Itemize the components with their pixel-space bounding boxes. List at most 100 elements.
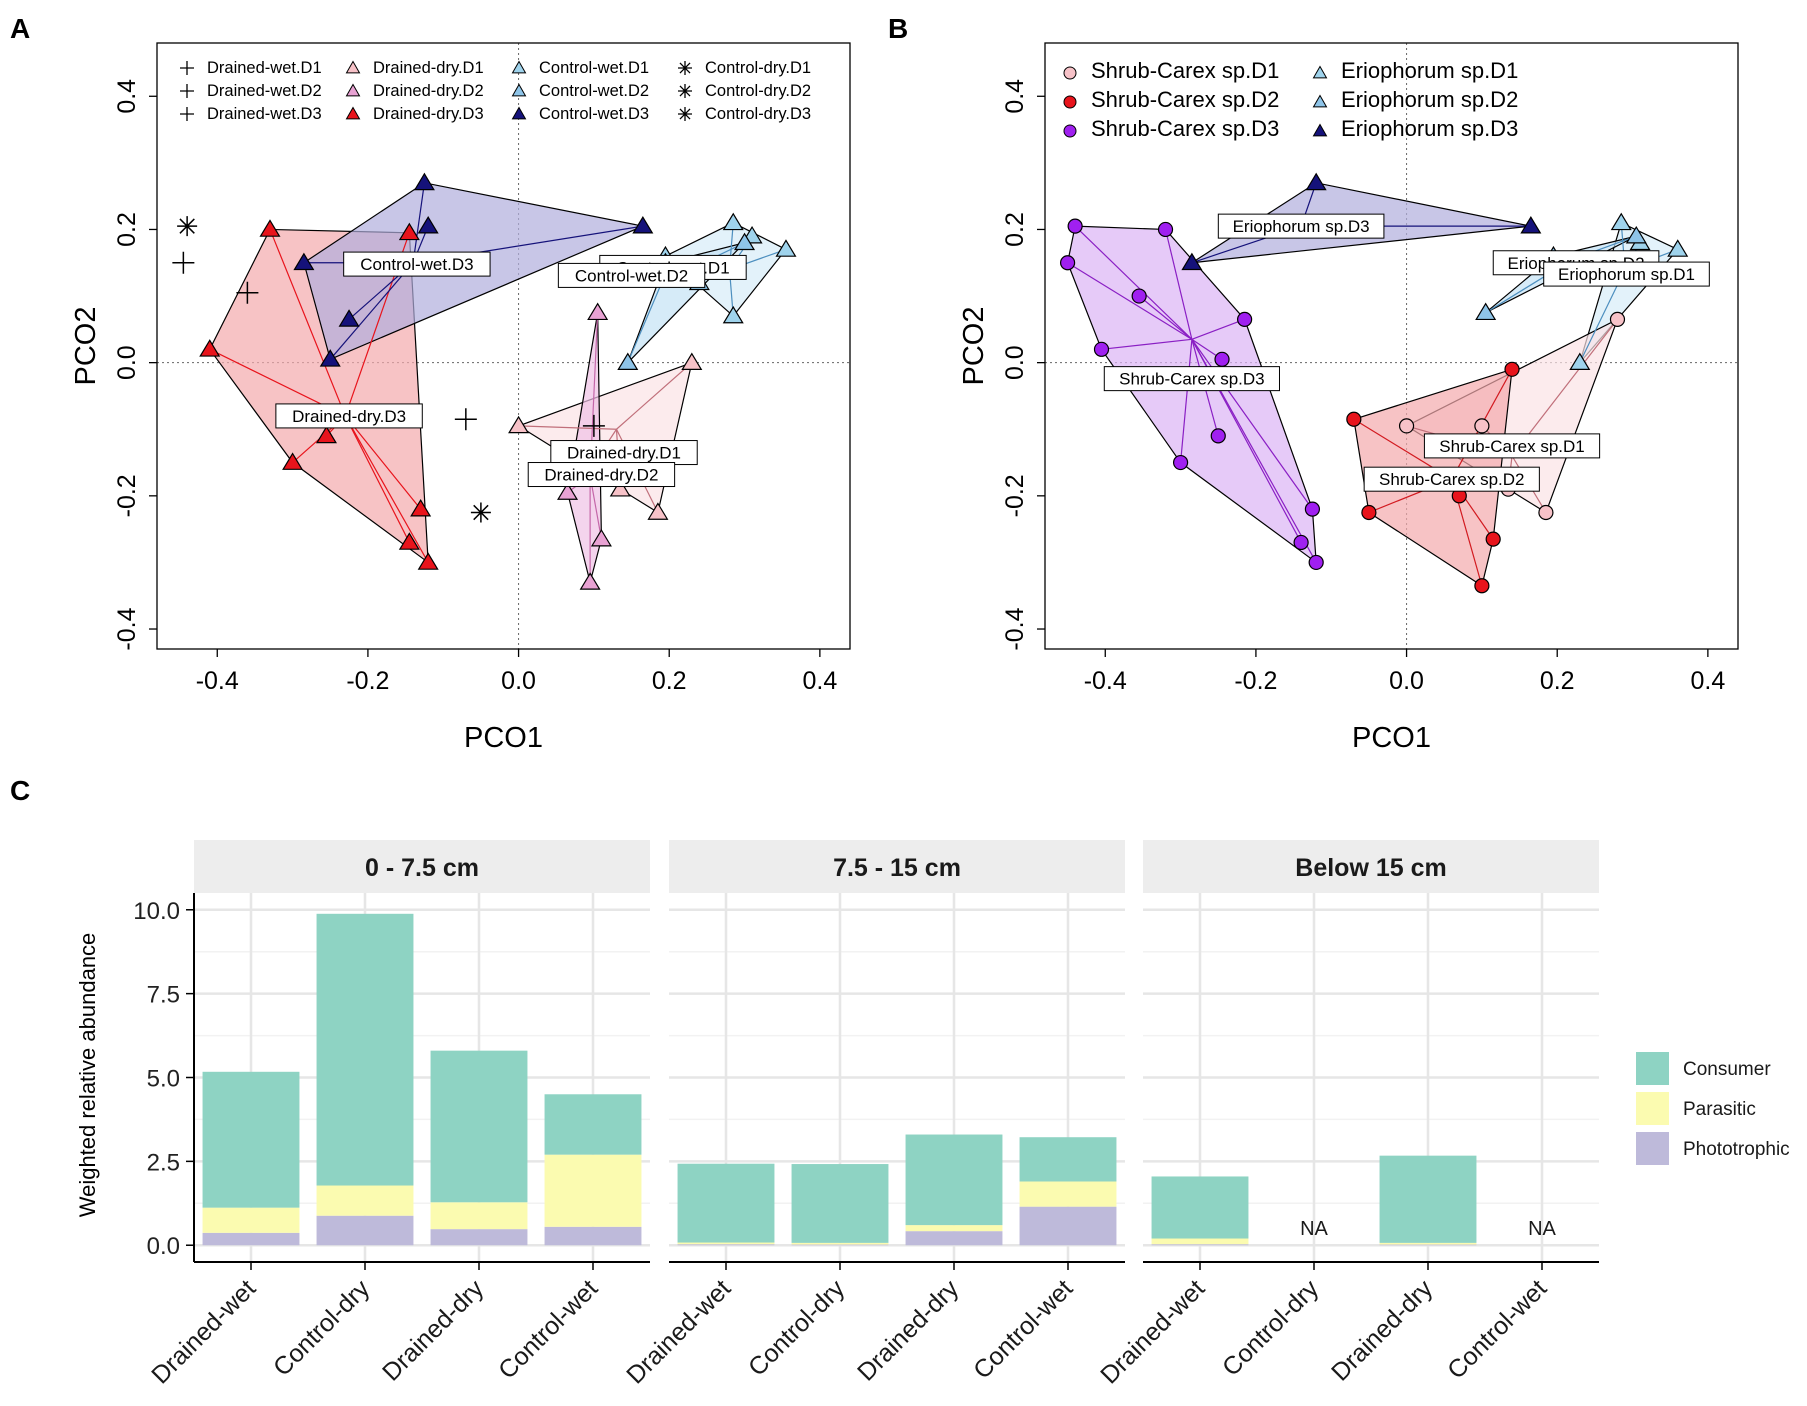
spoke-drained-dry-d3 [344, 415, 429, 563]
legend-marker [511, 83, 527, 97]
legend-label: Drained-wet.D1 [207, 59, 322, 77]
bar-segment-phototrophic-drained-dry [1379, 1244, 1477, 1246]
point-drained-wet [172, 251, 195, 274]
y-tick-label: 0.0 [113, 345, 141, 380]
legend-label: Eriophorum sp.D3 [1341, 116, 1518, 141]
point-shrub-carex-sp-d3 [1293, 534, 1309, 551]
hull-control-wet-d2 [627, 241, 747, 364]
point-shrub-carex-sp-d2 [1485, 531, 1501, 547]
point-shrub-carex-sp-d3 [1237, 311, 1253, 327]
x-tick-label: Control-wet [1442, 1274, 1552, 1384]
point-control-wet-d3 [338, 309, 360, 327]
point-control-wet-d3 [413, 172, 435, 191]
x-tick-label: -0.2 [1234, 667, 1277, 695]
bar-segment-phototrophic-drained-wet [202, 1232, 300, 1246]
legend-marker [345, 83, 361, 97]
point-drained-dry-d1 [508, 415, 530, 434]
x-tick-label: Drained-dry [1326, 1274, 1439, 1387]
legend-item-drained-dry-d3: Drained-dry.D3 [345, 105, 484, 123]
spoke-control-wet-d3 [329, 262, 414, 360]
bar-segment-phototrophic-drained-dry [905, 1231, 1003, 1246]
y-tick-label: 7.5 [147, 982, 180, 1009]
bar-segment-consumer-drained-wet [677, 1163, 775, 1243]
point-drained-dry-d3 [410, 498, 432, 517]
bar-segment-consumer-control-dry [316, 913, 414, 1186]
legend-item-shrub-carex-sp-d3: Shrub-Carex sp.D3 [1063, 116, 1279, 141]
bar-segment-consumer-drained-dry [430, 1050, 528, 1203]
y-tick-label: -0.4 [1001, 607, 1029, 650]
legend-marker [1312, 94, 1328, 108]
x-tick-label: -0.4 [196, 667, 239, 695]
bar-segment-parasitic-drained-wet [677, 1242, 775, 1245]
x-axis-title: PCO1 [1352, 722, 1431, 754]
facet-strip [194, 840, 650, 893]
legend-item-control-wet-d2: Control-wet.D2 [511, 82, 649, 100]
legend-label: Control-wet.D2 [539, 82, 649, 100]
panel-label-c: C [10, 775, 30, 806]
point-eriophorum-sp-d3 [1305, 172, 1327, 191]
point-shrub-carex-sp-d2 [1346, 411, 1362, 427]
point-drained-wet [236, 281, 259, 304]
spoke-control-wet-d3 [412, 182, 426, 263]
legend-marker [1063, 66, 1077, 80]
legend-label: Control-dry.D1 [705, 59, 811, 77]
y-tick-label: 0.4 [1001, 79, 1029, 114]
label-box-shrub-carex-sp-d3 [1103, 366, 1280, 392]
bar-segment-phototrophic-drained-wet [677, 1244, 775, 1246]
label-box-shrub-carex-sp-d2 [1363, 466, 1540, 492]
point-eriophorum-sp-d1 [1610, 212, 1632, 231]
bar-segment-phototrophic-control-wet [544, 1226, 642, 1246]
point-drained-dry-d2 [587, 302, 609, 321]
legend-label: Drained-dry.D1 [373, 59, 484, 77]
legend-label: Control-dry.D2 [705, 82, 811, 100]
legend-item-eriophorum-sp-d2: Eriophorum sp.D2 [1312, 87, 1518, 112]
bar-segment-parasitic-control-dry [316, 1185, 414, 1216]
bar-segment-consumer-control-wet [1019, 1137, 1117, 1182]
point-eriophorum-sp-d3 [1520, 215, 1542, 234]
point-drained-dry-d3 [398, 222, 420, 241]
legend-swatch-consumer [1636, 1052, 1669, 1085]
legend-label: Eriophorum sp.D2 [1341, 87, 1518, 112]
point-shrub-carex-sp-d1 [1398, 418, 1415, 434]
legend-item-drained-wet-d2: Drained-wet.D2 [180, 82, 322, 100]
legend-item-shrub-carex-sp-d1: Shrub-Carex sp.D1 [1063, 58, 1279, 83]
x-tick-label: 0.0 [1389, 667, 1424, 695]
x-tick-label: Drained-wet [621, 1274, 736, 1389]
point-shrub-carex-sp-d3 [1157, 221, 1174, 238]
point-control-wet-d1 [722, 305, 744, 324]
legend-label: Shrub-Carex sp.D3 [1091, 116, 1279, 141]
legend-label-consumer: Consumer [1683, 1059, 1771, 1080]
legend-label: Drained-dry.D3 [373, 105, 484, 123]
spoke-shrub-carex-sp-d3 [1179, 339, 1193, 463]
point-control-wet-d3 [417, 215, 439, 234]
point-drained-dry-d3 [315, 425, 337, 444]
hull-shrub-carex-sp-d3 [1066, 225, 1317, 564]
y-tick-label: 0.2 [1001, 212, 1029, 247]
spoke-shrub-carex-sp-d3 [1164, 229, 1193, 340]
bar-segment-parasitic-drained-dry [1379, 1242, 1477, 1245]
legend-item-control-wet-d3: Control-wet.D3 [511, 105, 649, 123]
na-label: NA [1528, 1218, 1556, 1240]
legend-swatch-phototrophic [1636, 1132, 1669, 1165]
facet-below-15-cm: Below 15 cm Drained-wet NA Control-dry Drain… [1095, 840, 1599, 1390]
spoke-shrub-carex-sp-d3 [1074, 225, 1193, 340]
point-drained-dry-d1 [681, 352, 703, 370]
legend-label: Eriophorum sp.D1 [1341, 58, 1518, 83]
point-shrub-carex-sp-d3 [1093, 341, 1110, 357]
bar-segment-consumer-drained-dry [905, 1134, 1003, 1226]
point-control-wet-d3 [293, 252, 315, 271]
legend-item-control-wet-d1: Control-wet.D1 [511, 59, 649, 77]
x-tick-label: Control-dry [743, 1274, 851, 1382]
legend-label: Control-wet.D3 [539, 105, 649, 123]
point-control-wet-d2 [617, 352, 639, 370]
point-eriophorum-sp-d3 [1181, 252, 1203, 271]
point-shrub-carex-sp-d3 [1059, 255, 1076, 271]
point-shrub-carex-sp-d3 [1214, 351, 1230, 367]
x-tick-label: Drained-dry [852, 1274, 965, 1387]
bar-segment-parasitic-drained-dry [430, 1202, 528, 1230]
spoke-drained-dry-d1 [518, 425, 617, 430]
legend-label: Drained-wet.D3 [207, 105, 322, 123]
x-tick-label: Drained-wet [1095, 1274, 1210, 1389]
panel-b-pco-plot: Eriophorum sp.D3 Eriophorum sp.D2 Eriophor… [958, 42, 1739, 754]
na-label: NA [1300, 1218, 1328, 1240]
